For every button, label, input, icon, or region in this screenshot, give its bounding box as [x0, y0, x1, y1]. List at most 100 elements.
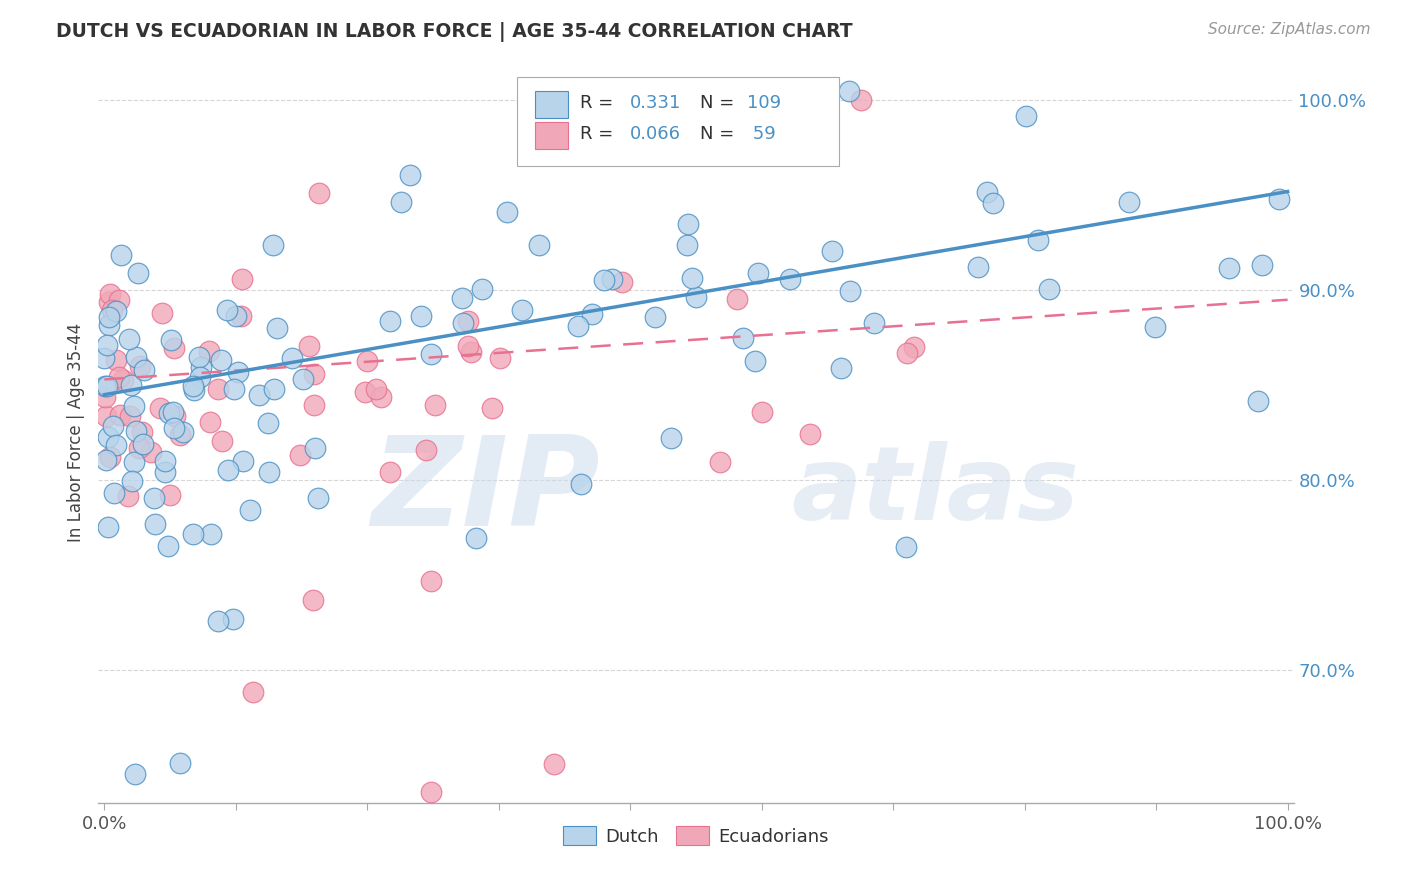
Point — [105, 303, 128, 318]
Point — [97, 519, 120, 533]
Point — [225, 309, 247, 323]
Point — [98, 450, 121, 464]
Point — [200, 527, 222, 541]
Point — [799, 426, 821, 441]
Point — [747, 266, 769, 280]
Point — [187, 350, 209, 364]
Point — [1038, 282, 1060, 296]
Point — [118, 333, 141, 347]
Point — [96, 378, 118, 392]
Point — [169, 428, 191, 442]
Point — [1144, 319, 1167, 334]
Point — [380, 314, 402, 328]
Point — [198, 415, 221, 429]
Point — [231, 309, 253, 323]
Point — [1268, 192, 1291, 206]
Point — [122, 399, 145, 413]
Point — [291, 372, 314, 386]
Point — [409, 309, 432, 323]
Point — [567, 318, 589, 333]
Point — [389, 194, 412, 209]
Point — [150, 306, 173, 320]
Point — [129, 359, 152, 373]
Point — [600, 271, 623, 285]
Point — [849, 94, 872, 108]
Point — [465, 531, 488, 545]
Point — [124, 350, 146, 364]
Point — [280, 351, 302, 365]
Point — [308, 186, 330, 200]
Point — [1118, 194, 1140, 209]
Point — [101, 418, 124, 433]
Point — [981, 195, 1004, 210]
Point — [207, 614, 229, 628]
FancyBboxPatch shape — [517, 78, 839, 166]
Point — [543, 757, 565, 772]
Point — [127, 266, 149, 280]
Point — [97, 430, 120, 444]
Point — [101, 303, 124, 318]
Point — [128, 441, 150, 455]
Point — [457, 339, 479, 353]
Point — [353, 385, 375, 400]
Point — [457, 313, 479, 327]
Point — [307, 491, 329, 505]
Point — [779, 272, 801, 286]
Point — [98, 318, 121, 333]
Point — [131, 425, 153, 439]
Text: R =: R = — [581, 95, 619, 112]
Point — [162, 405, 184, 419]
Point — [142, 491, 165, 505]
Point — [125, 424, 148, 438]
Point — [188, 370, 211, 384]
Point — [94, 409, 117, 423]
Point — [96, 337, 118, 351]
Point — [222, 612, 245, 626]
Point — [97, 310, 120, 324]
Point — [510, 302, 533, 317]
Point — [110, 248, 132, 262]
Point — [181, 379, 204, 393]
Point — [896, 346, 918, 360]
Point — [302, 592, 325, 607]
Point — [830, 360, 852, 375]
Point — [1251, 258, 1274, 272]
Text: ZIP: ZIP — [371, 432, 600, 552]
Point — [94, 390, 117, 404]
Point — [93, 379, 115, 393]
Point — [685, 290, 707, 304]
Point — [117, 489, 139, 503]
Point — [378, 465, 401, 479]
Point — [610, 276, 633, 290]
Point — [420, 785, 443, 799]
Text: Source: ZipAtlas.com: Source: ZipAtlas.com — [1208, 22, 1371, 37]
Point — [190, 359, 212, 374]
Point — [120, 377, 142, 392]
Point — [1218, 261, 1240, 276]
Point — [122, 455, 145, 469]
Point — [209, 353, 232, 368]
Point — [731, 331, 754, 345]
Point — [132, 437, 155, 451]
Point — [134, 363, 156, 377]
Point — [681, 271, 703, 285]
Point — [98, 287, 121, 301]
Point — [471, 282, 494, 296]
Point — [751, 405, 773, 419]
Point — [157, 539, 180, 553]
Text: N =: N = — [700, 125, 740, 144]
Point — [217, 303, 239, 318]
Point — [366, 382, 388, 396]
Point — [894, 540, 917, 554]
Point — [108, 293, 131, 307]
Point — [644, 310, 666, 324]
Point — [148, 401, 170, 415]
Point — [121, 474, 143, 488]
Point — [143, 516, 166, 531]
Point — [104, 353, 127, 368]
Text: DUTCH VS ECUADORIAN IN LABOR FORCE | AGE 35-44 CORRELATION CHART: DUTCH VS ECUADORIAN IN LABOR FORCE | AGE… — [56, 22, 853, 42]
Point — [239, 503, 262, 517]
Point — [169, 756, 191, 770]
Point — [596, 138, 619, 153]
Point — [966, 260, 988, 274]
